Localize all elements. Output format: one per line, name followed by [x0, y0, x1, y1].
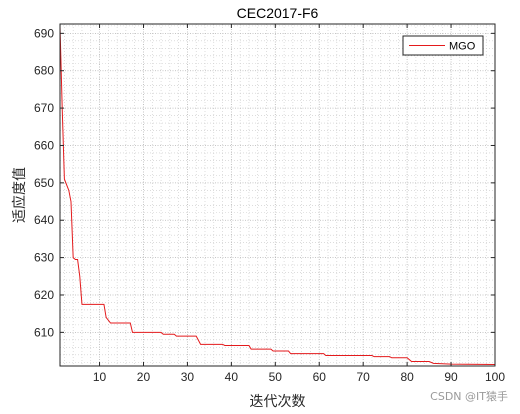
chart-title: CEC2017-F6	[237, 5, 319, 21]
legend-label-mgo: MGO	[449, 41, 476, 53]
x-tick-label: 100	[485, 370, 505, 384]
series-layer	[59, 25, 496, 365]
y-tick-label: 650	[34, 176, 54, 190]
x-axis-label: 迭代次数	[250, 394, 306, 410]
legend: MGO	[402, 35, 484, 56]
x-tick-label: 60	[313, 370, 327, 384]
plot-area	[60, 24, 495, 366]
y-tick-label: 690	[34, 26, 54, 40]
axis-ticks: 10 20 30 40 50 60 70 80 90 100 610 620 630 640 650 660 6…	[34, 24, 505, 384]
series-line-mgo	[59, 25, 496, 365]
y-tick-label: 640	[34, 213, 54, 227]
x-tick-label: 40	[225, 370, 239, 384]
x-tick-label: 10	[93, 370, 107, 384]
y-tick-label: 630	[34, 251, 54, 265]
y-tick-label: 620	[34, 288, 54, 302]
y-axis-label: 适应度值	[11, 167, 28, 223]
x-tick-label: 50	[269, 370, 283, 384]
y-tick-label: 680	[34, 64, 54, 78]
watermark: CSDN @IT猿手	[430, 389, 508, 403]
x-tick-label: 20	[137, 370, 151, 384]
x-tick-label: 80	[400, 370, 414, 384]
y-tick-label: 610	[34, 325, 54, 339]
x-tick-label: 30	[181, 370, 195, 384]
y-tick-label: 660	[34, 138, 54, 152]
plot-frame	[59, 23, 496, 367]
y-tick-label: 670	[34, 101, 54, 115]
grid	[60, 24, 496, 366]
x-tick-label: 90	[444, 370, 458, 384]
x-tick-label: 70	[357, 370, 371, 384]
